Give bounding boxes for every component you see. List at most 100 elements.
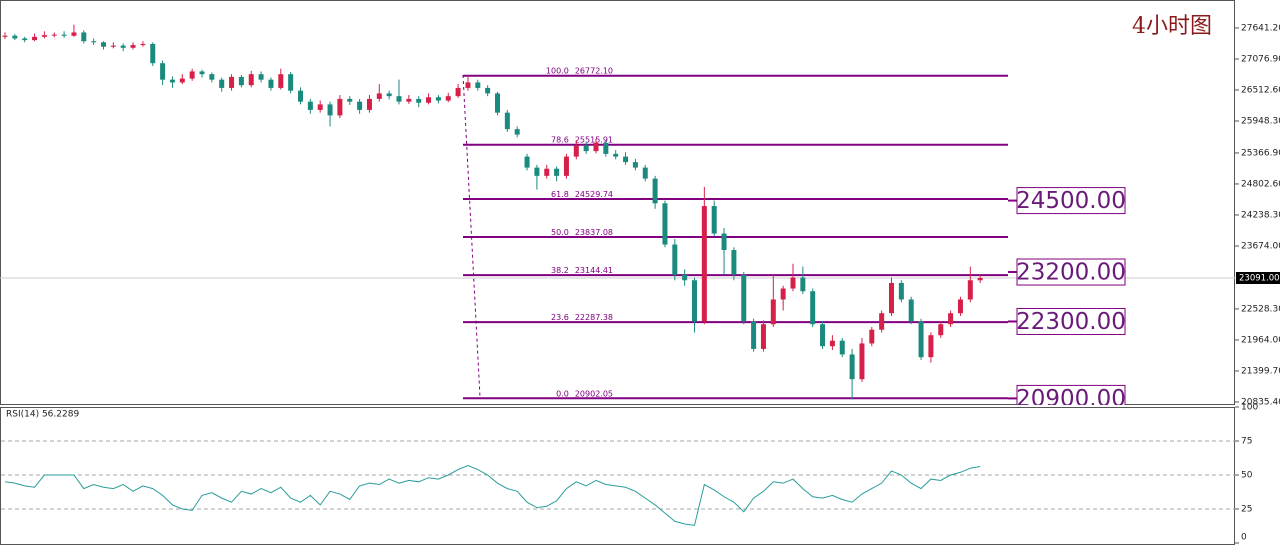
candle-body: [662, 203, 668, 245]
candle-body: [731, 250, 737, 275]
candle-body: [869, 329, 875, 344]
candle-body: [829, 340, 835, 347]
candle-body: [692, 280, 697, 322]
rsi-tick-label: 0: [1241, 533, 1247, 543]
fib-label: 61.8 24529.74: [551, 189, 613, 198]
candle-body: [593, 142, 599, 152]
y-tick-label: 22528.30: [1241, 304, 1280, 314]
candle-body: [347, 98, 353, 102]
candle-body: [967, 280, 973, 300]
candle-body: [209, 74, 215, 80]
annotation-label: 23200.00: [1016, 260, 1126, 286]
candle-body: [435, 97, 441, 101]
candle-body: [140, 43, 146, 46]
fib-label: 38.2 23144.41: [551, 266, 613, 275]
last-price-box: [1236, 272, 1280, 285]
main-plot: 100.0 26772.10 78.6 25515.91 61.8 24529.74 50.…: [0, 24, 1235, 412]
fib-price: 25515.91: [575, 135, 613, 144]
candle-body: [101, 42, 106, 47]
candle-body: [800, 277, 806, 292]
candle-body: [160, 63, 166, 80]
candle-body: [248, 74, 254, 86]
fib-label: 100.0 26772.10: [546, 66, 613, 75]
candle-body: [426, 97, 432, 103]
fib-level: 61.8: [551, 189, 569, 198]
candle-body: [357, 101, 363, 110]
y-tick-label: 27076.90: [1241, 54, 1280, 64]
rsi-tick-label: 25: [1241, 505, 1252, 515]
candle-body: [169, 79, 175, 83]
rsi-tick-label: 100: [1241, 403, 1258, 413]
annotation-box: [1016, 258, 1126, 286]
fib-level: 78.6: [551, 135, 569, 144]
candle-body: [898, 283, 904, 300]
fib-level: 0.0: [556, 389, 569, 398]
y-tick-label: 27641.20: [1241, 23, 1280, 33]
annotation-box: [1016, 307, 1126, 335]
candle-body: [219, 79, 225, 88]
candle-body: [790, 277, 796, 289]
candle-body: [32, 36, 38, 41]
candle-body: [445, 96, 451, 101]
annotation-box: [1016, 384, 1126, 405]
candle-body: [386, 93, 392, 97]
candle-body: [770, 299, 776, 325]
candle-body: [741, 274, 747, 322]
fib-level: 38.2: [551, 266, 569, 275]
candle-body: [514, 129, 520, 135]
candle-body: [544, 168, 550, 176]
candle-body: [672, 244, 678, 275]
fib-price: 23837.08: [575, 228, 613, 237]
candle-body: [495, 93, 500, 113]
candle-body: [938, 324, 944, 336]
rsi-plot: [1, 440, 1235, 526]
candle-body: [189, 71, 195, 79]
candle-body: [406, 98, 412, 102]
y-tick-label: 23674.00: [1241, 241, 1280, 251]
candle-body: [41, 35, 47, 37]
y-tick-label: 20835.40: [1241, 397, 1280, 407]
candle-body: [61, 34, 67, 36]
candle-body: [879, 313, 885, 330]
candle-body: [229, 76, 235, 88]
fib-price: 23144.41: [575, 266, 613, 275]
annotation-label: 20900.00: [1016, 386, 1126, 412]
candle-body: [288, 74, 294, 91]
candle-body: [416, 98, 422, 103]
candle-body: [583, 145, 589, 152]
rsi-line: [4, 464, 981, 526]
candle-body: [327, 104, 333, 116]
candle-body: [91, 41, 97, 43]
candle-body: [337, 98, 343, 116]
candle-body: [760, 324, 766, 349]
candle-body: [504, 112, 510, 130]
candle-body: [928, 335, 934, 358]
annotation-label: 24500.00: [1016, 188, 1126, 214]
candle-body: [839, 340, 845, 355]
candle-body: [849, 354, 855, 380]
candle-body: [110, 45, 116, 47]
candle-body: [120, 45, 126, 48]
annotation-box: [1016, 187, 1126, 215]
y-tick-label: 25948.30: [1241, 116, 1280, 126]
fib-price: 20902.05: [575, 389, 613, 398]
y-tick-label: 26512.60: [1241, 85, 1280, 95]
fib-label: 23.6 22287.38: [551, 313, 613, 322]
candle-body: [475, 82, 481, 88]
annotation-label: 22300.00: [1016, 309, 1126, 335]
candle-body: [317, 104, 323, 110]
rsi-title: RSI(14) 56.2289: [6, 410, 79, 420]
candle-body: [2, 35, 8, 37]
candle-body: [130, 45, 136, 48]
candle-body: [81, 32, 87, 42]
candle-body: [652, 178, 658, 204]
candle-body: [376, 93, 382, 99]
candle-body: [908, 299, 914, 322]
candle-body: [780, 288, 786, 300]
fib-label: 50.0 23837.08: [551, 228, 613, 237]
candle-body: [268, 79, 274, 88]
candle-body: [238, 76, 244, 86]
candle-body: [534, 167, 540, 176]
fib-price: 24529.74: [575, 189, 613, 198]
fib-level: 100.0: [546, 66, 569, 75]
